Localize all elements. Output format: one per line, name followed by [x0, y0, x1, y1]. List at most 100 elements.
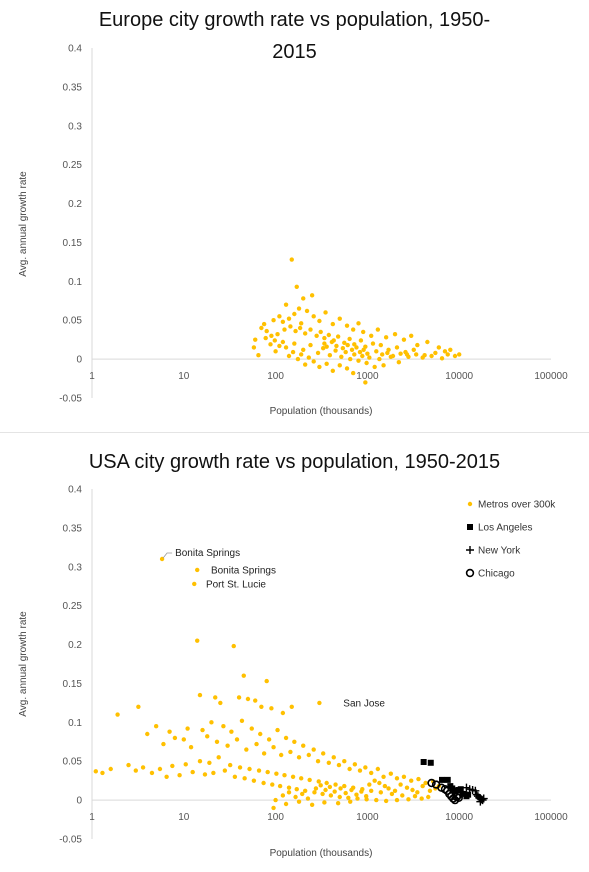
data-point [326, 760, 332, 765]
chart-title-line-2: 2015 [272, 41, 317, 63]
data-point [280, 319, 286, 324]
x-axis-label: Population (thousands) [270, 406, 373, 417]
data-point [320, 751, 326, 756]
x-tick-label: 10000 [445, 812, 473, 823]
data-point [272, 338, 277, 343]
annotation-callout-line [162, 552, 173, 559]
data-point [382, 783, 388, 789]
y-tick-label: 0.15 [63, 679, 83, 690]
legend-entry: Metros over 300k [478, 500, 556, 511]
data-point [309, 802, 315, 807]
data-point [454, 793, 463, 802]
x-tick-label: 1 [89, 371, 95, 382]
data-point [222, 768, 228, 773]
data-point [330, 368, 336, 373]
data-point [343, 790, 348, 796]
data-point [385, 350, 390, 356]
data-point [292, 311, 297, 317]
data-point [344, 366, 350, 371]
data-point [170, 763, 175, 769]
data-point [126, 762, 131, 768]
data-point [345, 342, 350, 348]
data-point [439, 776, 446, 783]
data-point [394, 776, 400, 781]
data-point [282, 327, 287, 332]
data-point [301, 347, 306, 352]
data-point [271, 805, 276, 811]
data-point [282, 773, 287, 778]
data-point [254, 741, 259, 747]
data-point [188, 745, 194, 750]
data-point [306, 355, 312, 360]
x-tick-label: 100000 [534, 812, 568, 823]
data-point [277, 783, 283, 789]
data-point [108, 766, 113, 772]
chart-title: Europe city growth rate vs population, 1… [0, 4, 589, 68]
data-point [274, 771, 279, 776]
data-point [286, 790, 292, 795]
data-point [344, 323, 350, 328]
data-point [251, 778, 257, 783]
data-point [412, 794, 418, 799]
data-point [167, 729, 172, 734]
data-point [333, 348, 338, 353]
data-point [288, 324, 293, 329]
data-point [377, 780, 382, 786]
data-point [352, 762, 358, 767]
data-point [161, 741, 166, 747]
data-point [244, 747, 249, 752]
data-point [245, 696, 251, 702]
europe-chart-panel: Europe city growth rate vs population, 1… [0, 0, 589, 432]
data-point [302, 788, 308, 793]
chart-title: USA city growth rate vs population, 1950… [88, 451, 501, 473]
data-point [251, 345, 257, 350]
data-point [313, 786, 319, 791]
data-point [308, 342, 313, 348]
data-point [239, 718, 245, 723]
legend-marker [465, 568, 475, 578]
x-tick-label: 1000 [356, 812, 379, 823]
data-point [136, 704, 141, 709]
data-point [278, 752, 284, 758]
data-point [327, 353, 333, 358]
data-point [214, 739, 220, 744]
data-point [383, 798, 389, 804]
data-point [364, 360, 369, 366]
data-point [340, 346, 346, 351]
x-tick-label: 10 [178, 812, 190, 823]
y-tick-label: 0 [76, 355, 82, 366]
data-point [157, 766, 163, 772]
data-point [436, 345, 442, 350]
data-point [197, 692, 203, 698]
y-tick-label: 0.2 [68, 199, 82, 210]
data-point [363, 794, 369, 799]
x-tick-label: 10 [178, 371, 190, 382]
data-point [338, 786, 343, 791]
data-point [368, 333, 374, 338]
data-point [202, 772, 208, 777]
data-point [200, 727, 205, 733]
data-point [307, 777, 312, 783]
data-point [326, 332, 332, 338]
y-tick-label: 0.35 [63, 82, 83, 93]
data-point [312, 790, 317, 795]
data-point [448, 347, 453, 352]
data-point [471, 786, 480, 795]
point-annotation: Port St. Lucie [206, 579, 266, 590]
data-point [354, 345, 359, 350]
data-point [181, 737, 186, 742]
data-point [297, 325, 303, 331]
x-tick-label: 1000 [356, 371, 379, 382]
y-tick-label: 0.1 [68, 718, 82, 729]
data-point [406, 797, 411, 802]
data-point [298, 321, 304, 326]
data-point [253, 337, 258, 342]
x-tick-label: 1 [89, 812, 95, 823]
data-point [401, 337, 407, 342]
data-point [370, 341, 376, 346]
data-point [237, 765, 243, 770]
data-point [367, 782, 372, 787]
data-point [343, 349, 348, 355]
data-point [347, 766, 352, 772]
data-point [330, 321, 336, 327]
